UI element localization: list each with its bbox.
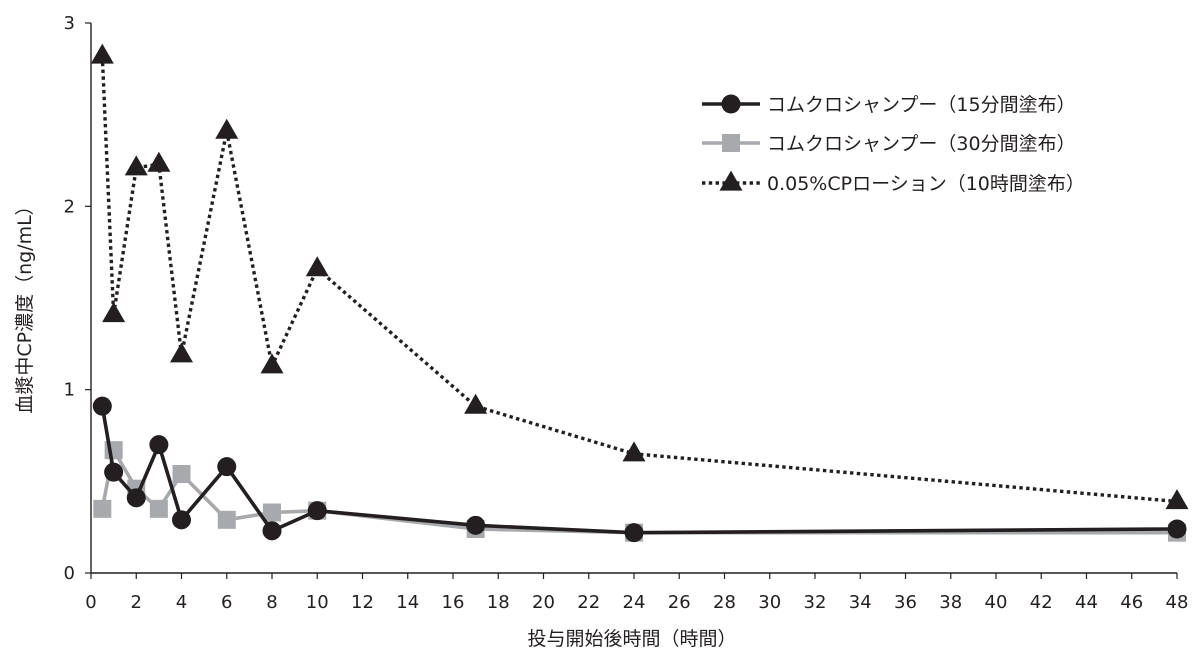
legend-label-2: 0.05%CPローション（10時間塗布） (767, 172, 1085, 195)
x-tick-label: 18 (487, 592, 510, 613)
x-tick-label: 6 (221, 592, 232, 613)
data-point-2-9 (622, 441, 646, 462)
data-point-1-0 (93, 499, 112, 518)
x-tick-label: 34 (849, 592, 872, 613)
data-point-2-0 (90, 43, 114, 64)
data-point-2-3 (147, 151, 171, 172)
x-tick-label: 4 (176, 592, 187, 613)
legend-label-1: コムクロシャンプー（30分間塗布） (767, 132, 1076, 155)
legend-item-0: コムクロシャンプー（15分間塗布） (702, 93, 1076, 116)
y-tick-label: 0 (64, 563, 75, 584)
y-axis-title: 血漿中CP濃度（ng/mL） (14, 196, 36, 413)
data-point-1-6 (263, 503, 281, 522)
data-point-0-7 (307, 501, 327, 521)
x-tick-label: 28 (713, 592, 736, 613)
data-point-0-1 (104, 462, 124, 482)
y-tick-label: 3 (64, 13, 75, 34)
series-layer (90, 43, 1189, 543)
data-point-2-1 (102, 302, 126, 323)
data-point-0-10 (1167, 519, 1187, 539)
data-point-0-0 (92, 396, 112, 416)
x-tick-label: 48 (1166, 592, 1189, 613)
x-tick-label: 36 (894, 592, 917, 613)
x-tick-label: 22 (577, 592, 600, 613)
data-point-0-6 (262, 521, 282, 541)
legend-item-1: コムクロシャンプー（30分間塗布） (702, 132, 1076, 155)
data-point-2-4 (170, 342, 193, 363)
x-tick-label: 2 (131, 592, 142, 613)
data-point-0-5 (217, 457, 237, 477)
data-point-1-4 (172, 465, 191, 483)
legend: コムクロシャンプー（15分間塗布） コムクロシャンプー（30分間塗布） 0.05%C… (702, 93, 1085, 195)
x-tick-label: 0 (85, 592, 96, 613)
x-tick-label: 10 (306, 592, 329, 613)
data-point-2-5 (215, 118, 239, 139)
series-line-2 (100, 55, 1178, 504)
x-tick-label: 42 (1030, 592, 1053, 613)
data-point-0-3 (149, 435, 169, 455)
x-tick-label: 40 (985, 592, 1008, 613)
legend-marker-0 (721, 94, 741, 114)
data-point-2-2 (124, 155, 148, 176)
x-tick-label: 20 (532, 592, 555, 613)
x-tick-label: 12 (351, 592, 374, 613)
data-point-0-2 (126, 488, 146, 508)
data-point-2-6 (260, 353, 284, 374)
x-tick-label: 24 (623, 592, 646, 613)
x-tick-label: 30 (758, 592, 781, 613)
data-point-1-3 (149, 499, 168, 518)
data-point-0-4 (172, 510, 191, 530)
series-0 (92, 396, 1187, 543)
y-tick-label: 2 (64, 196, 75, 217)
data-point-2-8 (464, 393, 488, 414)
legend-item-2: 0.05%CPローション（10時間塗布） (702, 170, 1085, 195)
x-tick-label: 16 (442, 592, 465, 613)
axes: 0 2 4 6 8 10 12 14 16 18 20 22 24 26 28 30 32 34 36 38 40 42 4… (64, 13, 1189, 613)
x-tick-label: 44 (1075, 592, 1098, 613)
data-point-2-10 (1165, 489, 1189, 510)
data-point-2-7 (305, 256, 329, 277)
x-tick-label: 38 (939, 592, 962, 613)
legend-label-0: コムクロシャンプー（15分間塗布） (767, 93, 1076, 116)
x-tick-label: 14 (396, 592, 419, 613)
legend-marker-1 (722, 134, 740, 152)
x-tick-label: 8 (266, 592, 277, 613)
data-point-0-8 (466, 515, 486, 535)
y-tick-label: 1 (64, 380, 75, 401)
series-2 (90, 43, 1189, 510)
data-point-1-5 (217, 510, 236, 529)
x-tick-label: 32 (804, 592, 827, 613)
x-axis-title: 投与開始後時間（時間） (527, 628, 736, 650)
legend-marker-2 (719, 170, 743, 191)
x-tick-label: 26 (668, 592, 691, 613)
x-tick-label: 46 (1120, 592, 1143, 613)
data-point-0-9 (624, 523, 644, 543)
